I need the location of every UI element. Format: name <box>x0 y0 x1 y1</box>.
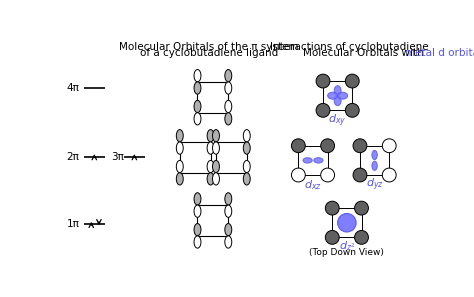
Circle shape <box>346 74 359 88</box>
Circle shape <box>316 103 330 117</box>
Text: metal d orbitals: metal d orbitals <box>405 48 474 58</box>
Ellipse shape <box>176 142 183 154</box>
Text: $d_{xy}$: $d_{xy}$ <box>328 112 347 129</box>
Ellipse shape <box>314 158 323 163</box>
Ellipse shape <box>194 236 201 248</box>
Circle shape <box>325 201 339 215</box>
Ellipse shape <box>337 92 347 99</box>
Ellipse shape <box>207 160 214 173</box>
Text: $d_{yz}$: $d_{yz}$ <box>365 177 383 193</box>
Text: Molecular Orbitals of the π system: Molecular Orbitals of the π system <box>119 42 299 52</box>
Circle shape <box>353 139 367 153</box>
Ellipse shape <box>225 82 232 94</box>
Ellipse shape <box>225 100 232 113</box>
Text: 1π: 1π <box>66 219 80 229</box>
Circle shape <box>383 139 396 153</box>
Ellipse shape <box>243 142 250 154</box>
Text: 4π: 4π <box>66 83 80 93</box>
Ellipse shape <box>194 113 201 125</box>
Ellipse shape <box>176 160 183 173</box>
Ellipse shape <box>225 113 232 125</box>
Text: (Top Down View): (Top Down View) <box>310 247 384 257</box>
Circle shape <box>355 201 368 215</box>
Ellipse shape <box>243 129 250 142</box>
Text: Molecular Orbitals with: Molecular Orbitals with <box>303 48 427 58</box>
Circle shape <box>353 168 367 182</box>
Ellipse shape <box>225 224 232 236</box>
Ellipse shape <box>225 236 232 248</box>
Ellipse shape <box>212 160 219 173</box>
Text: 3π: 3π <box>111 152 124 162</box>
Ellipse shape <box>194 69 201 82</box>
Circle shape <box>325 230 339 244</box>
Text: 2π: 2π <box>66 152 80 162</box>
Circle shape <box>321 168 335 182</box>
Ellipse shape <box>212 173 219 185</box>
Text: $d_{xz}$: $d_{xz}$ <box>304 178 322 192</box>
Ellipse shape <box>194 82 201 94</box>
Ellipse shape <box>225 69 232 82</box>
Ellipse shape <box>303 158 312 163</box>
Ellipse shape <box>194 205 201 217</box>
Circle shape <box>355 230 368 244</box>
Ellipse shape <box>225 205 232 217</box>
Ellipse shape <box>176 129 183 142</box>
Circle shape <box>337 214 356 232</box>
Ellipse shape <box>334 96 341 106</box>
Ellipse shape <box>225 193 232 205</box>
Ellipse shape <box>372 150 377 159</box>
Circle shape <box>292 139 305 153</box>
Circle shape <box>316 74 330 88</box>
Ellipse shape <box>207 142 214 154</box>
Ellipse shape <box>207 173 214 185</box>
Ellipse shape <box>194 193 201 205</box>
Ellipse shape <box>243 160 250 173</box>
Text: $d_{z^2}$: $d_{z^2}$ <box>339 239 355 253</box>
Circle shape <box>292 168 305 182</box>
Ellipse shape <box>328 92 337 99</box>
Ellipse shape <box>212 129 219 142</box>
Ellipse shape <box>334 86 341 96</box>
Ellipse shape <box>243 173 250 185</box>
Ellipse shape <box>176 173 183 185</box>
Text: Interactions of cyclobutadiene: Interactions of cyclobutadiene <box>270 42 428 52</box>
Ellipse shape <box>207 129 214 142</box>
Ellipse shape <box>194 224 201 236</box>
Circle shape <box>346 103 359 117</box>
Ellipse shape <box>212 142 219 154</box>
Text: of a cyclobutadiene ligand: of a cyclobutadiene ligand <box>140 48 278 58</box>
Circle shape <box>321 139 335 153</box>
Ellipse shape <box>194 100 201 113</box>
Ellipse shape <box>372 161 377 170</box>
Circle shape <box>383 168 396 182</box>
